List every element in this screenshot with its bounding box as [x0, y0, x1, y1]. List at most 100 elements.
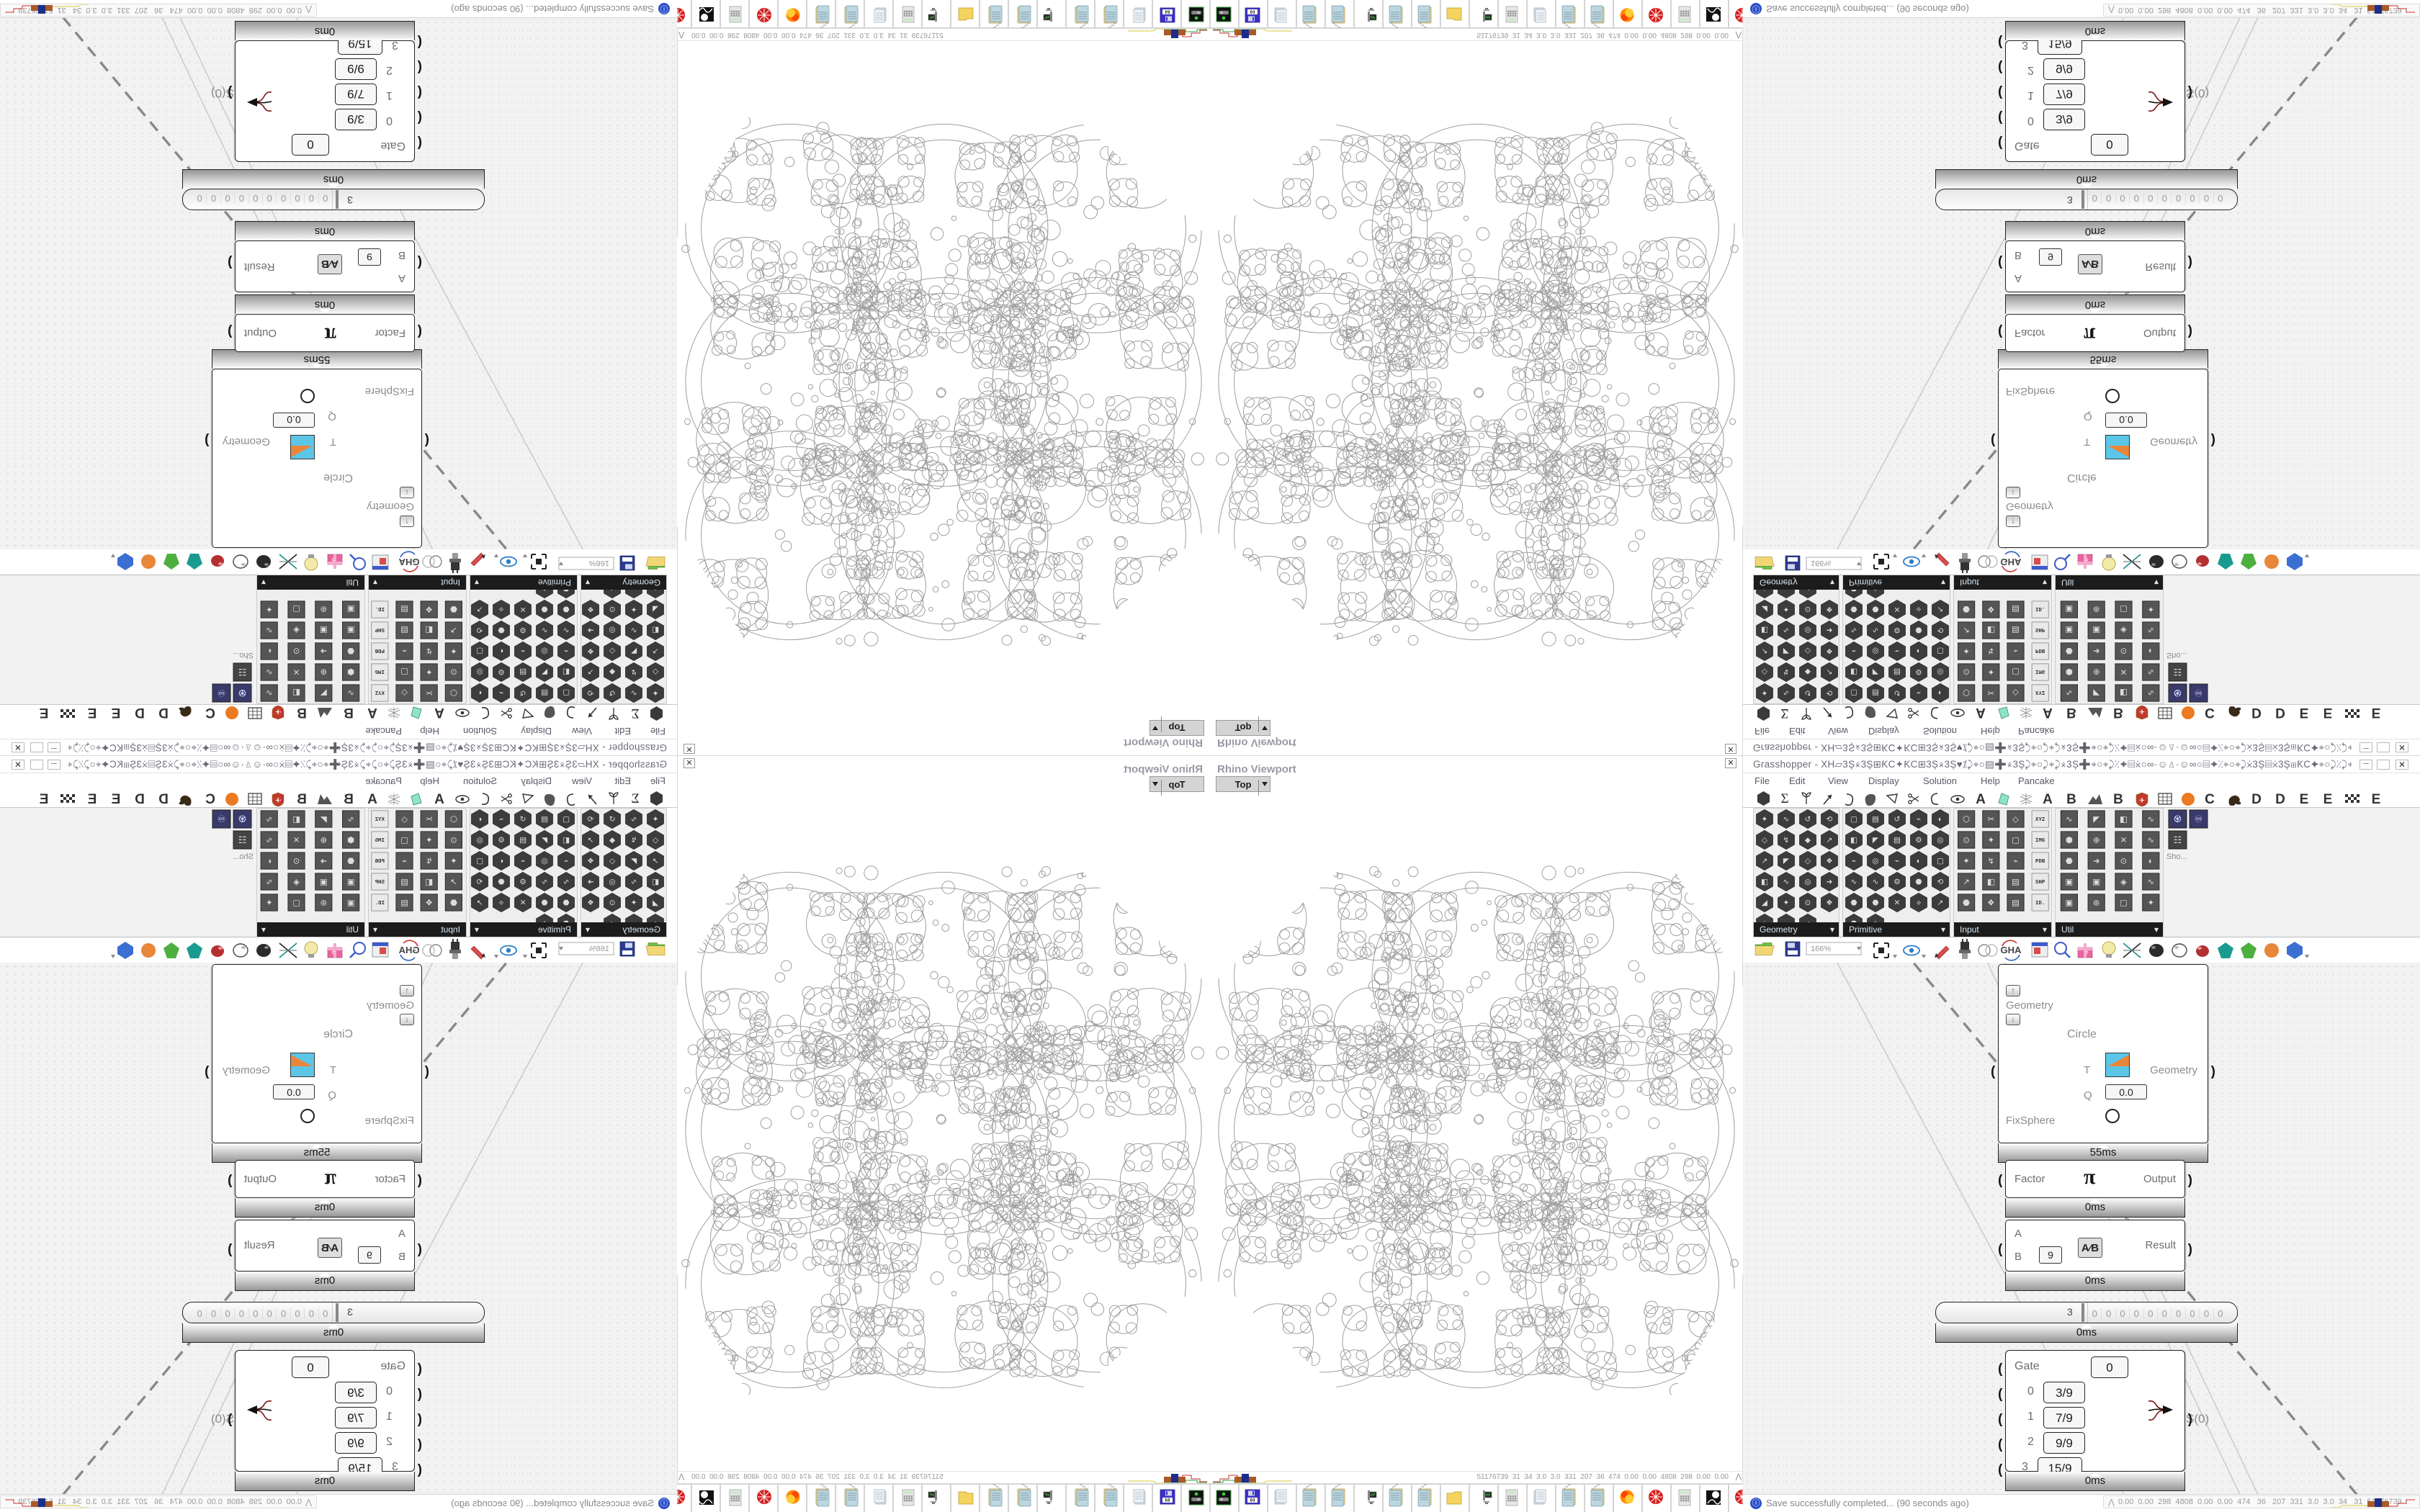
svg-text:D: D — [158, 792, 169, 807]
svg-text:PDB: PDB — [2035, 647, 2045, 653]
svg-text:◢: ◢ — [652, 899, 658, 907]
svg-text:◈: ◈ — [2120, 625, 2128, 634]
svg-text:B: B — [344, 792, 354, 807]
svg-text:☷: ☷ — [2174, 667, 2182, 678]
svg-text:◇: ◇ — [652, 836, 658, 845]
svg-text:➜: ➜ — [587, 626, 593, 634]
svg-text:◐: ◐ — [478, 815, 482, 824]
svg-text:B: B — [297, 705, 307, 720]
svg-text:⌁: ⌁ — [499, 815, 503, 824]
svg-text:E: E — [88, 705, 97, 720]
svg-text:◤: ◤ — [320, 688, 327, 696]
svg-text:A: A — [434, 705, 444, 720]
svg-text:⚙: ⚙ — [1894, 626, 1901, 634]
svg-text:◐: ◐ — [2148, 646, 2154, 654]
svg-text:◢: ◢ — [652, 605, 658, 613]
svg-text:∿: ∿ — [541, 626, 547, 634]
svg-text:⟡: ⟡ — [1916, 605, 1921, 613]
svg-text:✕: ✕ — [2120, 667, 2128, 675]
svg-text:⌁: ⌁ — [1917, 688, 1921, 697]
svg-text:⬣: ⬣ — [1872, 605, 1879, 613]
svg-text:↺: ↺ — [1805, 688, 1811, 697]
svg-text:⌁: ⌁ — [402, 646, 407, 654]
svg-text:◇: ◇ — [400, 688, 408, 696]
svg-text:∿: ∿ — [630, 815, 637, 824]
svg-text:⬡: ⬡ — [1963, 688, 1970, 696]
svg-text:◧: ◧ — [1987, 625, 1995, 634]
svg-text:▣: ▣ — [320, 625, 328, 634]
svg-text:➜: ➜ — [2093, 646, 2100, 654]
svg-text:A: A — [1976, 705, 1986, 720]
svg-text:❖: ❖ — [426, 604, 433, 613]
svg-text:◧: ◧ — [652, 626, 659, 634]
svg-text:∿: ∿ — [1851, 626, 1857, 634]
svg-text:✕: ✕ — [293, 667, 300, 675]
svg-text:◤: ◤ — [541, 836, 547, 845]
svg-text:⟲: ⟲ — [476, 626, 483, 634]
svg-text:◎: ◎ — [609, 626, 615, 634]
svg-text:▢: ▢ — [476, 647, 483, 655]
svg-text:B: B — [344, 705, 354, 720]
svg-text:▤: ▤ — [541, 815, 548, 824]
svg-text:♾: ♾ — [2195, 688, 2203, 698]
svg-text:↯: ↯ — [631, 836, 637, 845]
svg-text:∿: ∿ — [266, 625, 273, 634]
svg-text:64: 64 — [1165, 1498, 1170, 1503]
svg-text:◎: ◎ — [609, 878, 615, 886]
svg-text:▣: ▣ — [2065, 604, 2073, 613]
svg-text:IMG: IMG — [2035, 668, 2045, 674]
svg-text:64: 64 — [1250, 9, 1255, 14]
svg-text:↺: ↺ — [609, 688, 615, 697]
svg-text:D: D — [135, 792, 145, 807]
svg-text:▢: ▢ — [563, 688, 570, 697]
svg-text:↗: ↗ — [653, 647, 659, 655]
svg-text:A: A — [367, 792, 377, 807]
svg-text:❖: ❖ — [1826, 647, 1833, 655]
svg-text:↺: ↺ — [609, 815, 615, 824]
svg-text:⊙: ⊙ — [1805, 605, 1811, 613]
svg-text:∿: ∿ — [630, 688, 637, 697]
svg-text:166%: 166% — [1811, 559, 1831, 567]
svg-text:❖: ❖ — [1826, 605, 1833, 613]
svg-text:⌁: ⌁ — [2013, 646, 2018, 654]
svg-text:⊙: ⊙ — [1963, 667, 1970, 675]
svg-text:✕: ✕ — [520, 605, 526, 613]
svg-text:E: E — [2300, 705, 2309, 720]
svg-text:☷: ☷ — [238, 667, 247, 678]
svg-text:▣: ▣ — [2065, 625, 2073, 634]
svg-text:◧: ◧ — [292, 688, 300, 696]
svg-text:◤: ◤ — [541, 667, 547, 676]
svg-text:⊙: ⊙ — [2120, 646, 2128, 654]
svg-text:↯: ↯ — [426, 646, 433, 654]
svg-text:E: E — [2323, 705, 2333, 720]
svg-text:❖: ❖ — [587, 899, 594, 907]
svg-text:◤: ◤ — [630, 857, 637, 865]
svg-text:♼: ♼ — [238, 688, 247, 698]
svg-text:64: 64 — [1165, 9, 1170, 14]
svg-text:XYZ: XYZ — [375, 689, 385, 695]
svg-text:B: B — [2113, 705, 2123, 720]
svg-text:⬣: ⬣ — [541, 605, 548, 613]
svg-text:◇: ◇ — [1762, 667, 1768, 676]
svg-text:✦: ✦ — [652, 688, 658, 697]
svg-text:❖: ❖ — [587, 857, 594, 865]
svg-text:⚙: ⚙ — [519, 626, 526, 634]
svg-text:⬣: ⬣ — [2066, 646, 2074, 654]
svg-text:◎: ◎ — [1937, 667, 1943, 676]
svg-text:D: D — [2251, 705, 2262, 720]
svg-text:❖: ❖ — [1987, 604, 1994, 613]
svg-text:⟲: ⟲ — [1937, 626, 1944, 634]
svg-text:◤: ◤ — [1873, 667, 1879, 676]
svg-text:↗: ↗ — [1827, 667, 1833, 676]
svg-text:∿: ∿ — [563, 626, 569, 634]
svg-text:Σ: Σ — [631, 791, 639, 806]
svg-text:↺: ↺ — [519, 688, 526, 697]
svg-text:↯: ↯ — [1783, 667, 1790, 676]
svg-text:✦: ✦ — [1963, 646, 1970, 654]
svg-text:◆: ◆ — [609, 836, 615, 845]
svg-text:E: E — [40, 792, 49, 807]
svg-text:◧: ◧ — [2120, 688, 2128, 696]
svg-text:✦: ✦ — [652, 815, 658, 824]
svg-text:↺: ↺ — [1894, 688, 1901, 697]
svg-text:⟡: ⟡ — [498, 605, 503, 613]
